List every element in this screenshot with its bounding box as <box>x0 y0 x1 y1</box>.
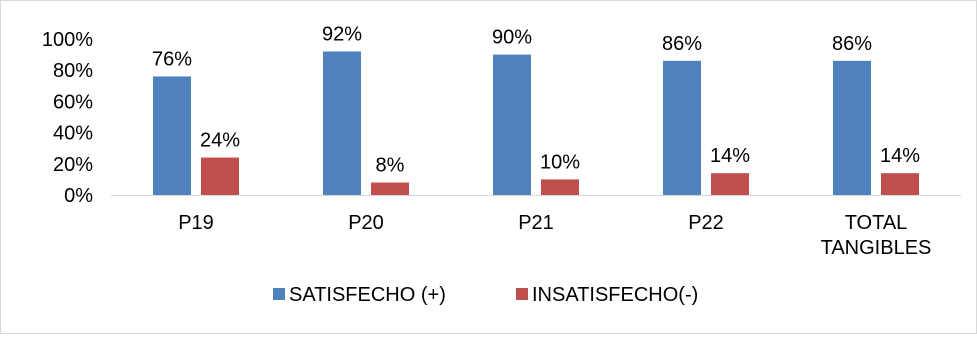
bar-satisfecho <box>153 76 191 195</box>
y-tick-label: 100% <box>42 29 93 51</box>
data-label: 24% <box>200 130 240 152</box>
legend-label: INSATISFECHO(-) <box>532 284 698 306</box>
bar-satisfecho <box>833 60 871 196</box>
bar-satisfecho <box>493 54 531 195</box>
data-label: 90% <box>492 27 532 49</box>
y-tick-label: 20% <box>53 154 93 176</box>
bar-insatisfecho <box>371 182 409 195</box>
x-tick-label: TANGIBLES <box>821 237 932 259</box>
y-tick-label: 40% <box>53 123 93 145</box>
x-axis: P19 P20 P21 P22 TOTAL TANGIBLES <box>111 195 961 259</box>
bars: 76% 24% 92% 8% 90% 10% 86% 14% 86% 14% <box>152 23 920 196</box>
legend: SATISFECHO (+) INSATISFECHO(-) <box>273 284 698 306</box>
data-label: 14% <box>880 145 920 167</box>
legend-swatch <box>516 288 528 300</box>
bar-insatisfecho <box>711 173 749 195</box>
x-tick-label: P19 <box>178 212 214 234</box>
bar-insatisfecho <box>201 157 239 195</box>
x-tick-label: TOTAL <box>845 212 908 234</box>
bar-insatisfecho <box>881 173 919 195</box>
data-label: 76% <box>152 48 192 70</box>
y-tick-label: 60% <box>53 91 93 113</box>
y-axis: 0% 20% 40% 60% 80% 100% <box>42 29 93 207</box>
data-label: 14% <box>710 145 750 167</box>
bar-satisfecho <box>663 60 701 196</box>
data-label: 92% <box>322 23 362 45</box>
data-label: 86% <box>662 33 702 55</box>
x-tick-label: P21 <box>518 212 554 234</box>
bar-insatisfecho <box>541 179 579 195</box>
x-tick-label: P22 <box>688 212 724 234</box>
x-tick-label: P20 <box>348 212 384 234</box>
data-label: 10% <box>540 151 580 173</box>
y-tick-label: 80% <box>53 60 93 82</box>
legend-label: SATISFECHO (+) <box>289 284 446 306</box>
data-label: 86% <box>832 33 872 55</box>
y-tick-label: 0% <box>64 185 93 207</box>
bar-satisfecho <box>323 51 361 196</box>
legend-swatch <box>273 288 285 300</box>
data-label: 8% <box>376 155 405 177</box>
